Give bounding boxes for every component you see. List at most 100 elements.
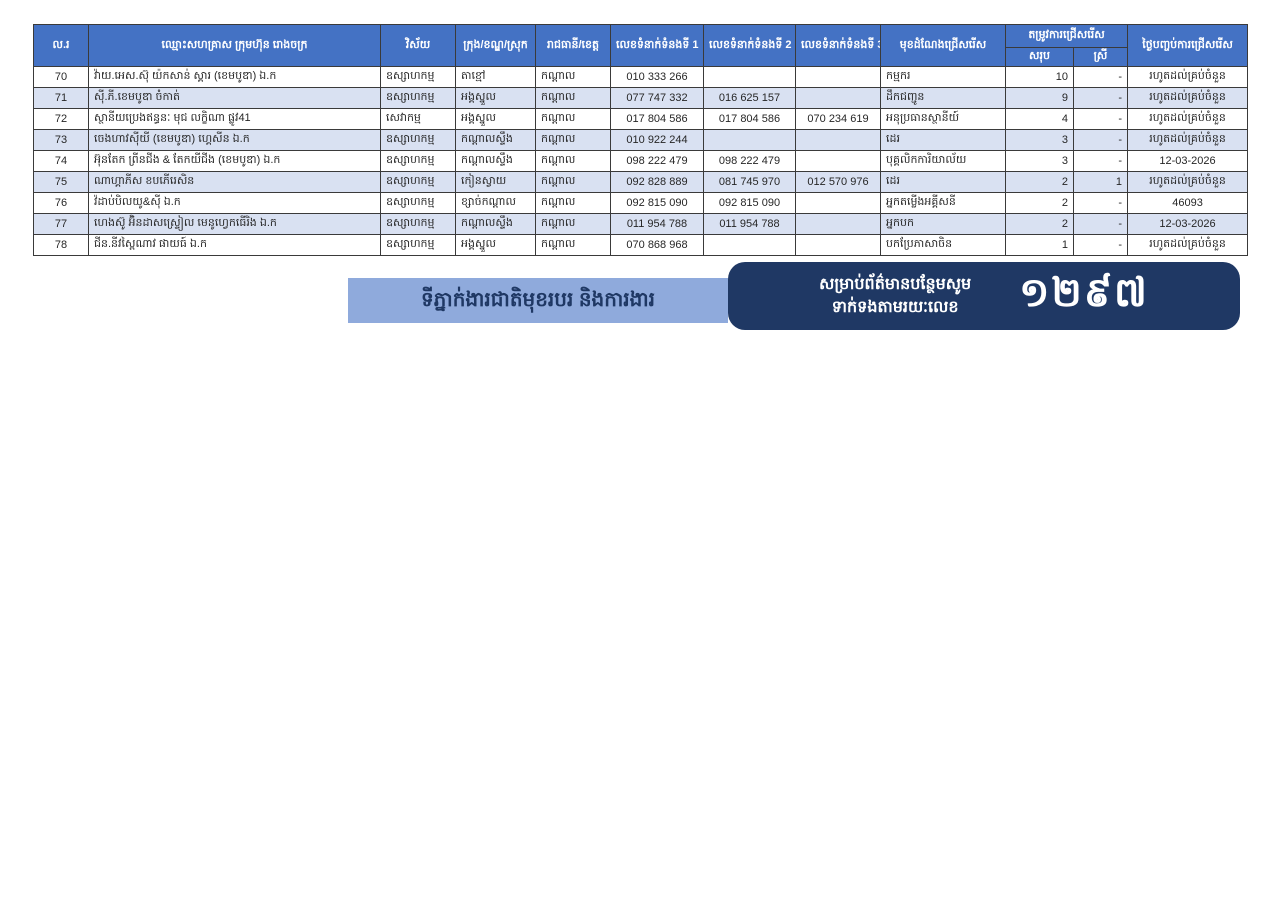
col-phone3-header: លេខទំនាក់ទំនងទី 3 — [795, 24, 881, 67]
cell-phone3 — [795, 129, 881, 151]
cell-province: កណ្តាល — [535, 192, 611, 214]
table-row: 72 ស្ថានីយប្រេងឥន្ធនៈ មុជ លក្ខិណា ផ្លូវ4… — [33, 108, 1249, 130]
cell-phone1: 077 747 332 — [610, 87, 704, 109]
cell-province: កណ្តាល — [535, 129, 611, 151]
col-no-header: ល.រ — [33, 24, 89, 67]
recruitment-table: ល.រ ឈ្មោះសហគ្រាស ក្រុមហ៊ុន រោងចក្រ វិស័យ… — [33, 24, 1249, 256]
cell-position: ដេរ — [880, 129, 1006, 151]
cell-phone2: 092 815 090 — [703, 192, 796, 214]
cell-phone2: 098 222 479 — [703, 150, 796, 172]
cell-phone1: 010 922 244 — [610, 129, 704, 151]
cell-phone3: 012 570 976 — [795, 171, 881, 193]
cell-phone3 — [795, 66, 881, 88]
cell-district: អង្គស្នួល — [455, 87, 536, 109]
cell-phone2: 011 954 788 — [703, 213, 796, 235]
table-row: 71 ស៊ី.ភី.ខេមបូឌា ចំកាត់ ឧស្សាហកម្ម អង្គ… — [33, 87, 1249, 109]
cell-end-date: 12-03-2026 — [1127, 150, 1249, 172]
cell-female: 1 — [1072, 171, 1129, 193]
cell-no: 74 — [33, 150, 89, 172]
table-row: 78 ជីន.នីវស្ពៃណាវ ផាយធ៍ ឯ.ក ឧស្សាហកម្ម អ… — [33, 234, 1249, 256]
cell-total: 3 — [1005, 150, 1074, 172]
table-header-row-main: ល.រ ឈ្មោះសហគ្រាស ក្រុមហ៊ុន រោងចក្រ វិស័យ… — [33, 24, 1249, 67]
cell-district: តាខ្មៅ — [455, 66, 536, 88]
cell-phone2 — [703, 234, 796, 256]
col-district-header: ក្រុង/ខណ្ឌ/ស្រុក — [455, 24, 536, 67]
cell-phone1: 098 222 479 — [610, 150, 704, 172]
hotline-text-line2: ទាក់ទងតាមរយៈលេខ — [831, 299, 959, 316]
cell-name: ជីន.នីវស្ពៃណាវ ផាយធ៍ ឯ.ក — [88, 234, 381, 256]
table-row: 70 វ៉ាយ.អេស.ស៊ុ យ៉កសាន់ ស្គារ (ខេមបូឌា) … — [33, 66, 1249, 88]
cell-no: 77 — [33, 213, 89, 235]
cell-name: អ៊ុនតែក ព្រីនជីង & តែកយីជីង (ខេមបូឌា) ឯ.… — [88, 150, 381, 172]
cell-sector: ឧស្សាហកម្ម — [380, 87, 456, 109]
cell-sector: ឧស្សាហកម្ម — [380, 192, 456, 214]
cell-total: 10 — [1005, 66, 1074, 88]
cell-name: វ៉ដាប់បិលយូ&ស៊ី ឯ.ក — [88, 192, 381, 214]
cell-end-date: 12-03-2026 — [1127, 213, 1249, 235]
cell-no: 76 — [33, 192, 89, 214]
cell-phone3 — [795, 87, 881, 109]
cell-position: អនុប្រធានស្ថានីយ៍ — [880, 108, 1006, 130]
cell-phone1: 010 333 266 — [610, 66, 704, 88]
col-sector-header: វិស័យ — [380, 24, 456, 67]
hotline-text: សម្រាប់ព័ត៌មានបន្ថែមសូម ទាក់ទងតាមរយៈលេខ — [819, 273, 971, 319]
cell-sector: ឧស្សាហកម្ម — [380, 171, 456, 193]
hotline-number: ១២៩៧ — [1019, 270, 1149, 315]
cell-district: កណ្តាលស្ទឹង — [455, 129, 536, 151]
cell-phone2: 017 804 586 — [703, 108, 796, 130]
cell-female: - — [1072, 192, 1129, 214]
cell-female: - — [1072, 108, 1129, 130]
cell-total: 2 — [1005, 192, 1074, 214]
cell-name: វ៉ាយ.អេស.ស៊ុ យ៉កសាន់ ស្គារ (ខេមបូឌា) ឯ.ក — [88, 66, 381, 88]
cell-phone2: 081 745 970 — [703, 171, 796, 193]
cell-district: អង្គស្នួល — [455, 234, 536, 256]
col-position-header: មុខដំណែងជ្រើសរើស — [880, 24, 1006, 67]
cell-no: 78 — [33, 234, 89, 256]
cell-phone3 — [795, 213, 881, 235]
cell-no: 73 — [33, 129, 89, 151]
cell-province: កណ្តាល — [535, 108, 611, 130]
cell-female: - — [1072, 129, 1129, 151]
col-total-header: សរុប — [1005, 47, 1074, 67]
cell-position: អ្នកតម្លើងអគ្គីសនី — [880, 192, 1006, 214]
cell-total: 4 — [1005, 108, 1074, 130]
col-province-header: រាជធានី/ខេត្ត — [535, 24, 611, 67]
cell-phone1: 017 804 586 — [610, 108, 704, 130]
cell-female: - — [1072, 150, 1129, 172]
cell-phone3 — [795, 192, 881, 214]
cell-no: 70 — [33, 66, 89, 88]
cell-female: - — [1072, 213, 1129, 235]
agency-banner-label: ទីភ្នាក់ងារជាតិមុខរបរ និងការងារ — [420, 288, 656, 311]
cell-name: ហេងស៊ូ អ៊ិនដាសស្រ្ទៀល មេនូហ្វេកធើរិង ឯ.ក — [88, 213, 381, 235]
cell-sector: ឧស្សាហកម្ម — [380, 150, 456, 172]
cell-phone3 — [795, 150, 881, 172]
cell-province: កណ្តាល — [535, 234, 611, 256]
cell-province: កណ្តាល — [535, 66, 611, 88]
cell-district: អង្គស្នួល — [455, 108, 536, 130]
table-row: 73 ចេងហាវស៊ីយី (ខេមបូឌា) ហ្គេសីន ឯ.ក ឧស្… — [33, 129, 1249, 151]
agency-banner: ទីភ្នាក់ងារជាតិមុខរបរ និងការងារ — [348, 278, 728, 323]
cell-name: ណាហ្គាភីស ខបភើរេសិន — [88, 171, 381, 193]
cell-female: - — [1072, 87, 1129, 109]
cell-end-date: រហូតដល់គ្រប់ចំនួន — [1127, 87, 1249, 109]
cell-sector: សេវាកម្ម — [380, 108, 456, 130]
cell-district: កណ្តាលស្ទឹង — [455, 213, 536, 235]
cell-position: ដេរ — [880, 171, 1006, 193]
cell-sector: ឧស្សាហកម្ម — [380, 213, 456, 235]
cell-female: - — [1072, 66, 1129, 88]
cell-phone1: 011 954 788 — [610, 213, 704, 235]
cell-total: 1 — [1005, 234, 1074, 256]
cell-end-date: រហូតដល់គ្រប់ចំនួន — [1127, 108, 1249, 130]
col-phone1-header: លេខទំនាក់ទំនងទី 1 — [610, 24, 704, 67]
cell-end-date: រហូតដល់គ្រប់ចំនួន — [1127, 129, 1249, 151]
cell-province: កណ្តាល — [535, 87, 611, 109]
cell-sector: ឧស្សាហកម្ម — [380, 129, 456, 151]
cell-province: កណ្តាល — [535, 150, 611, 172]
cell-no: 71 — [33, 87, 89, 109]
cell-end-date: រហូតដល់គ្រប់ចំនួន — [1127, 66, 1249, 88]
col-end-date-header: ថ្ងៃបញ្ចប់ការជ្រើសរើស — [1127, 24, 1249, 67]
col-female-header: ស្រី — [1072, 47, 1129, 67]
cell-district: កៀនស្វាយ — [455, 171, 536, 193]
table-row: 74 អ៊ុនតែក ព្រីនជីង & តែកយីជីង (ខេមបូឌា)… — [33, 150, 1249, 172]
